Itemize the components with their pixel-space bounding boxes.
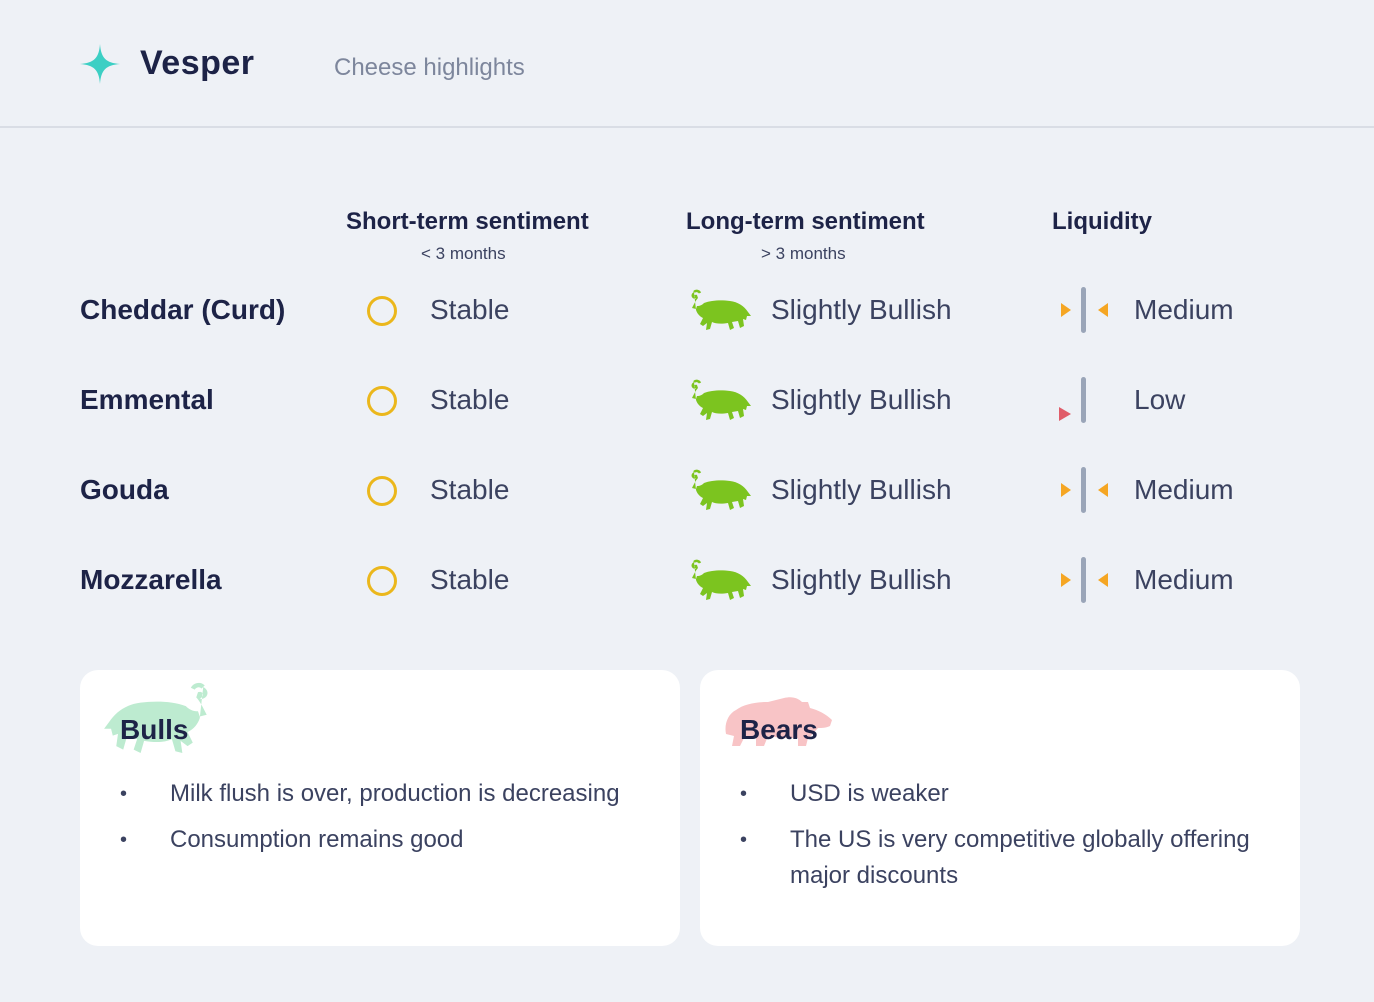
list-item: • The US is very competitive globally off… — [740, 826, 1250, 889]
row-label: Cheddar (Curd) — [80, 294, 286, 325]
list-item: • USD is weaker — [740, 780, 949, 807]
short-term-value: Stable — [430, 564, 510, 595]
circle-icon — [367, 566, 397, 596]
short-term-header: Short-term sentiment — [346, 208, 589, 235]
short-term-value: Stable — [430, 294, 510, 325]
liquidity-low-icon — [1059, 377, 1086, 423]
list-item-text: The US is very competitive globally offe… — [790, 826, 1250, 889]
row-label: Emmental — [80, 384, 214, 415]
bull-icon — [691, 289, 751, 330]
long-term-value: Slightly Bullish — [771, 294, 952, 325]
liquidity-medium-icon — [1061, 557, 1108, 603]
liquidity-header: Liquidity — [1052, 208, 1152, 235]
list-item: • Milk flush is over, production is decre… — [120, 780, 620, 807]
row-label: Mozzarella — [80, 564, 222, 595]
bulls-title: Bulls — [120, 714, 189, 745]
short-term-value: Stable — [430, 474, 510, 505]
liquidity-medium-icon — [1061, 467, 1108, 513]
bulls-list: • Milk flush is over, production is decre… — [120, 776, 640, 868]
bull-icon — [104, 682, 208, 754]
liquidity-value: Medium — [1134, 474, 1234, 505]
long-term-subheader: > 3 months — [761, 244, 846, 263]
circle-icon — [367, 386, 397, 416]
short-term-value: Stable — [430, 384, 510, 415]
header: Vesper Cheese highlights — [0, 0, 1374, 128]
short-term-subheader: < 3 months — [421, 244, 506, 263]
long-term-value: Slightly Bullish — [771, 384, 952, 415]
bear-icon — [725, 697, 832, 746]
brand-name: Vesper — [140, 44, 255, 82]
bears-list: • USD is weaker • The US is very competiti… — [740, 776, 1260, 904]
list-item-text: Milk flush is over, production is decrea… — [170, 780, 620, 807]
liquidity-value: Medium — [1134, 294, 1234, 325]
bulls-card: Bulls • Milk flush is over, production is… — [80, 670, 680, 946]
bears-title: Bears — [740, 714, 818, 745]
list-item-text: USD is weaker — [790, 780, 949, 807]
circle-icon — [367, 476, 397, 506]
bull-icon — [691, 379, 751, 420]
bears-card: Bears • USD is weaker • The US is very com… — [700, 670, 1300, 946]
row-label: Gouda — [80, 474, 169, 505]
long-term-value: Slightly Bullish — [771, 564, 952, 595]
circle-icon — [367, 296, 397, 326]
list-item: • Consumption remains good — [120, 826, 464, 853]
liquidity-medium-icon — [1061, 287, 1108, 333]
long-term-value: Slightly Bullish — [771, 474, 952, 505]
liquidity-value: Low — [1134, 384, 1186, 415]
page-title: Cheese highlights — [334, 54, 525, 81]
liquidity-value: Medium — [1134, 564, 1234, 595]
bull-icon — [691, 469, 751, 510]
bull-icon — [691, 559, 751, 600]
list-item-text: Consumption remains good — [170, 826, 464, 853]
sparkle-icon — [80, 44, 120, 84]
long-term-header: Long-term sentiment — [686, 208, 925, 235]
